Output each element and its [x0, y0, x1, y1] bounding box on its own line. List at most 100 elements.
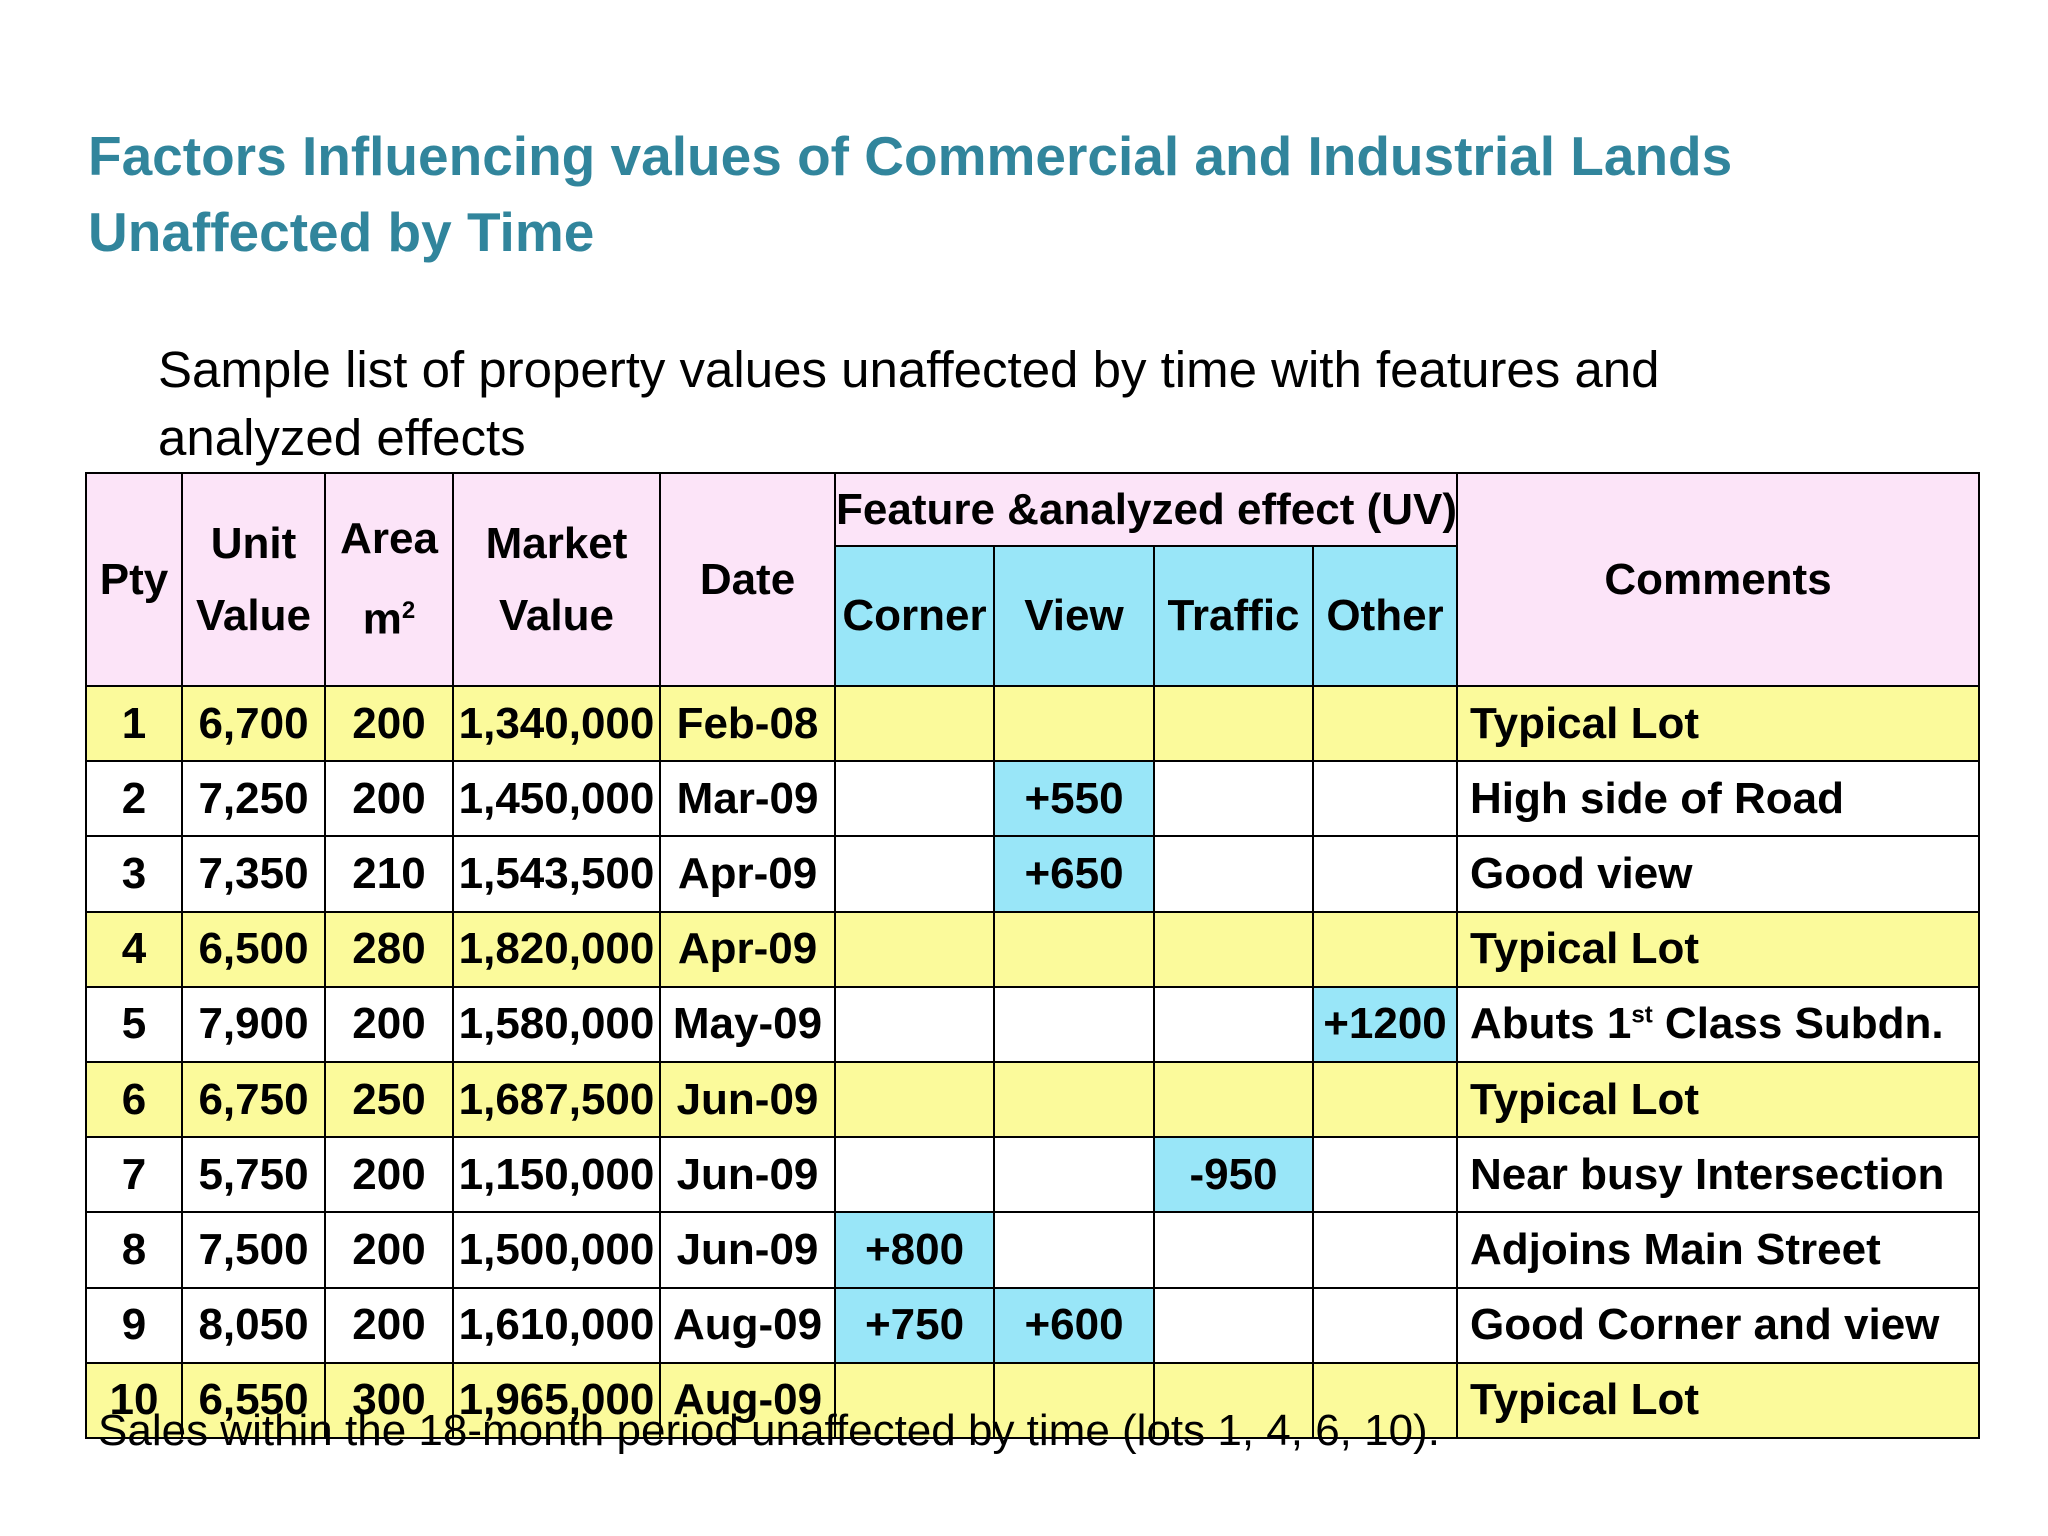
header-comments: Comments	[1456, 472, 1980, 687]
cell-other	[1312, 835, 1458, 913]
cell-market-value: 1,150,000	[452, 1136, 661, 1214]
comment-text: High side of Road	[1470, 773, 1844, 823]
cell-market-value: 1,965,000	[452, 1361, 661, 1440]
cell-view	[993, 684, 1155, 763]
cell-traffic	[1153, 1060, 1314, 1139]
table-row: 5 7,900 200 1,580,000 May-09 +1200 Abuts 1st C…	[85, 985, 1980, 1063]
cell-pty: 7	[85, 1136, 183, 1214]
cell-comment: Typical Lot	[1456, 910, 1980, 988]
header-date: Date	[659, 472, 836, 687]
cell-unit-value: 6,750	[181, 1060, 326, 1139]
cell-traffic	[1153, 1286, 1314, 1364]
cell-other	[1312, 684, 1458, 763]
header-unit-value-line1: Unit	[210, 518, 297, 568]
comment-superscript: st	[1631, 1001, 1653, 1029]
cell-date: Jun-09	[659, 1060, 836, 1139]
cell-market-value: 1,500,000	[452, 1211, 661, 1289]
cell-date: Mar-09	[659, 760, 836, 838]
cell-traffic	[1153, 760, 1314, 838]
cell-market-value: 1,687,500	[452, 1060, 661, 1139]
cell-corner	[834, 760, 995, 838]
cell-traffic: -950	[1153, 1136, 1314, 1214]
cell-unit-value: 6,700	[181, 684, 326, 763]
cell-unit-value: 6,550	[181, 1361, 326, 1440]
cell-view	[993, 1211, 1155, 1289]
header-traffic: Traffic	[1153, 545, 1314, 687]
comment-text: Typical Lot	[1470, 1074, 1699, 1124]
cell-corner	[834, 684, 995, 763]
table-row: 7 5,750 200 1,150,000 Jun-09 -950 Near busy In…	[85, 1136, 1980, 1214]
header-other: Other	[1312, 545, 1458, 687]
cell-date: Jun-09	[659, 1136, 836, 1214]
cell-date: Feb-08	[659, 684, 836, 763]
cell-date: May-09	[659, 985, 836, 1063]
cell-pty: 1	[85, 684, 183, 763]
comment-text: Abuts 1	[1470, 999, 1632, 1049]
cell-unit-value: 6,500	[181, 910, 326, 988]
header-area-line1: Area	[340, 514, 438, 564]
cell-unit-value: 7,350	[181, 835, 326, 913]
cell-view: +550	[993, 760, 1155, 838]
cell-date: Apr-09	[659, 835, 836, 913]
cell-area: 200	[324, 760, 454, 838]
cell-comment: Abuts 1st Class Subdn.	[1456, 985, 1980, 1063]
header-area: Area m2	[324, 472, 454, 687]
cell-pty: 2	[85, 760, 183, 838]
comment-text: Adjoins Main Street	[1470, 1224, 1881, 1274]
cell-traffic	[1153, 1361, 1314, 1440]
cell-view	[993, 1136, 1155, 1214]
header-market-value-line2: Value	[499, 590, 614, 640]
cell-comment: Good Corner and view	[1456, 1286, 1980, 1364]
cell-market-value: 1,543,500	[452, 835, 661, 913]
cell-pty: 8	[85, 1211, 183, 1289]
cell-corner	[834, 1361, 995, 1440]
table-row: 2 7,250 200 1,450,000 Mar-09 +550 High side of…	[85, 760, 1980, 838]
cell-area: 250	[324, 1060, 454, 1139]
header-market-value-line1: Market	[485, 518, 628, 568]
cell-view	[993, 910, 1155, 988]
comment-text: Good view	[1470, 848, 1693, 898]
comment-text: Typical Lot	[1470, 924, 1699, 974]
cell-other	[1312, 910, 1458, 988]
property-values-table: Pty Unit Value Area m2 Market Value Date Fe…	[85, 472, 1980, 1440]
header-view: View	[993, 545, 1155, 687]
comment-text-rest: Class Subdn.	[1652, 999, 1944, 1049]
cell-area: 280	[324, 910, 454, 988]
cell-view	[993, 985, 1155, 1063]
cell-other: +1200	[1312, 985, 1458, 1063]
cell-traffic	[1153, 985, 1314, 1063]
cell-other	[1312, 1286, 1458, 1364]
cell-unit-value: 5,750	[181, 1136, 326, 1214]
comment-text: Typical Lot	[1470, 698, 1699, 748]
cell-comment: Typical Lot	[1456, 1060, 1980, 1139]
header-unit-value: Unit Value	[181, 472, 326, 687]
header-corner: Corner	[834, 545, 995, 687]
table-row: 3 7,350 210 1,543,500 Apr-09 +650 Good view	[85, 835, 1980, 913]
table-body: 1 6,700 200 1,340,000 Feb-08 Typical Lot 2 7,25…	[85, 684, 1980, 1440]
cell-unit-value: 7,250	[181, 760, 326, 838]
table-row: 9 8,050 200 1,610,000 Aug-09 +750 +600 Good Cor…	[85, 1286, 1980, 1364]
table-row: 6 6,750 250 1,687,500 Jun-09 Typical Lot	[85, 1060, 1980, 1139]
header-pty: Pty	[85, 472, 183, 687]
table-row: 10 6,550 300 1,965,000 Aug-09 Typical Lot	[85, 1361, 1980, 1440]
cell-comment: Adjoins Main Street	[1456, 1211, 1980, 1289]
header-area-line2: m	[362, 594, 402, 644]
cell-corner	[834, 1060, 995, 1139]
cell-market-value: 1,450,000	[452, 760, 661, 838]
cell-market-value: 1,340,000	[452, 684, 661, 763]
cell-comment: High side of Road	[1456, 760, 1980, 838]
cell-market-value: 1,580,000	[452, 985, 661, 1063]
cell-pty: 4	[85, 910, 183, 988]
cell-date: Jun-09	[659, 1211, 836, 1289]
cell-view: +650	[993, 835, 1155, 913]
cell-pty: 10	[85, 1361, 183, 1440]
table-header: Pty Unit Value Area m2 Market Value Date Fe…	[85, 472, 1980, 687]
cell-view: +600	[993, 1286, 1155, 1364]
cell-corner: +750	[834, 1286, 995, 1364]
cell-area: 200	[324, 1211, 454, 1289]
cell-traffic	[1153, 835, 1314, 913]
cell-traffic	[1153, 910, 1314, 988]
header-area-superscript: 2	[401, 597, 416, 625]
header-feature-group: Feature &analyzed effect (UV)	[834, 472, 1458, 547]
slide-subtitle: Sample list of property values unaffecte…	[158, 341, 1660, 466]
